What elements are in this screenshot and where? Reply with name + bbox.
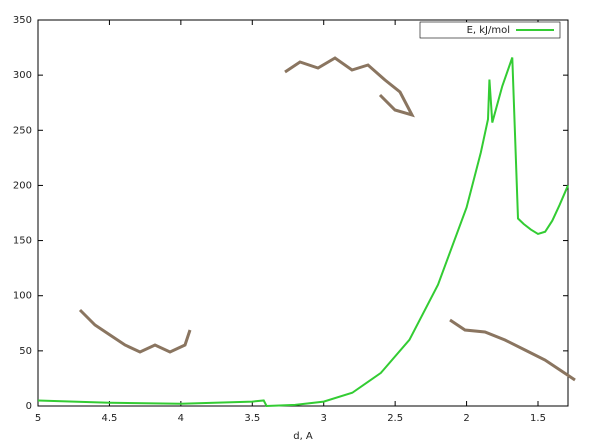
- x-tick-label: 3: [321, 413, 327, 424]
- data-line: [38, 57, 568, 406]
- chart: 0 50 100 150 200 250 300 350 5 4.5 4 3.5 3 2.5 2 1.5 d, …: [0, 0, 594, 445]
- x-tick-label: 2.5: [387, 413, 403, 424]
- plot-frame: [38, 20, 568, 406]
- x-axis-label: d, A: [293, 431, 313, 442]
- y-tick-label: 250: [13, 125, 32, 136]
- x-tick-label: 5: [35, 413, 41, 424]
- page: {"chart_data": {"type": "line", "x_label…: [0, 0, 594, 445]
- y-tick-label: 350: [13, 15, 32, 26]
- x-tick-label: 4: [178, 413, 184, 424]
- y-tick-label: 300: [13, 70, 32, 81]
- y-tick-label: 100: [13, 291, 32, 302]
- molecule-illustration: [80, 58, 575, 380]
- x-tick-label: 4.5: [101, 413, 117, 424]
- x-tick-label: 1.5: [530, 413, 546, 424]
- y-tick-label: 50: [19, 346, 32, 357]
- y-tick-label: 0: [26, 401, 32, 412]
- y-tick-label: 150: [13, 236, 32, 247]
- legend-label: E, kJ/mol: [467, 25, 510, 36]
- x-tick-label: 3.5: [244, 413, 260, 424]
- x-tick-label: 2: [463, 413, 469, 424]
- y-tick-label: 200: [13, 180, 32, 191]
